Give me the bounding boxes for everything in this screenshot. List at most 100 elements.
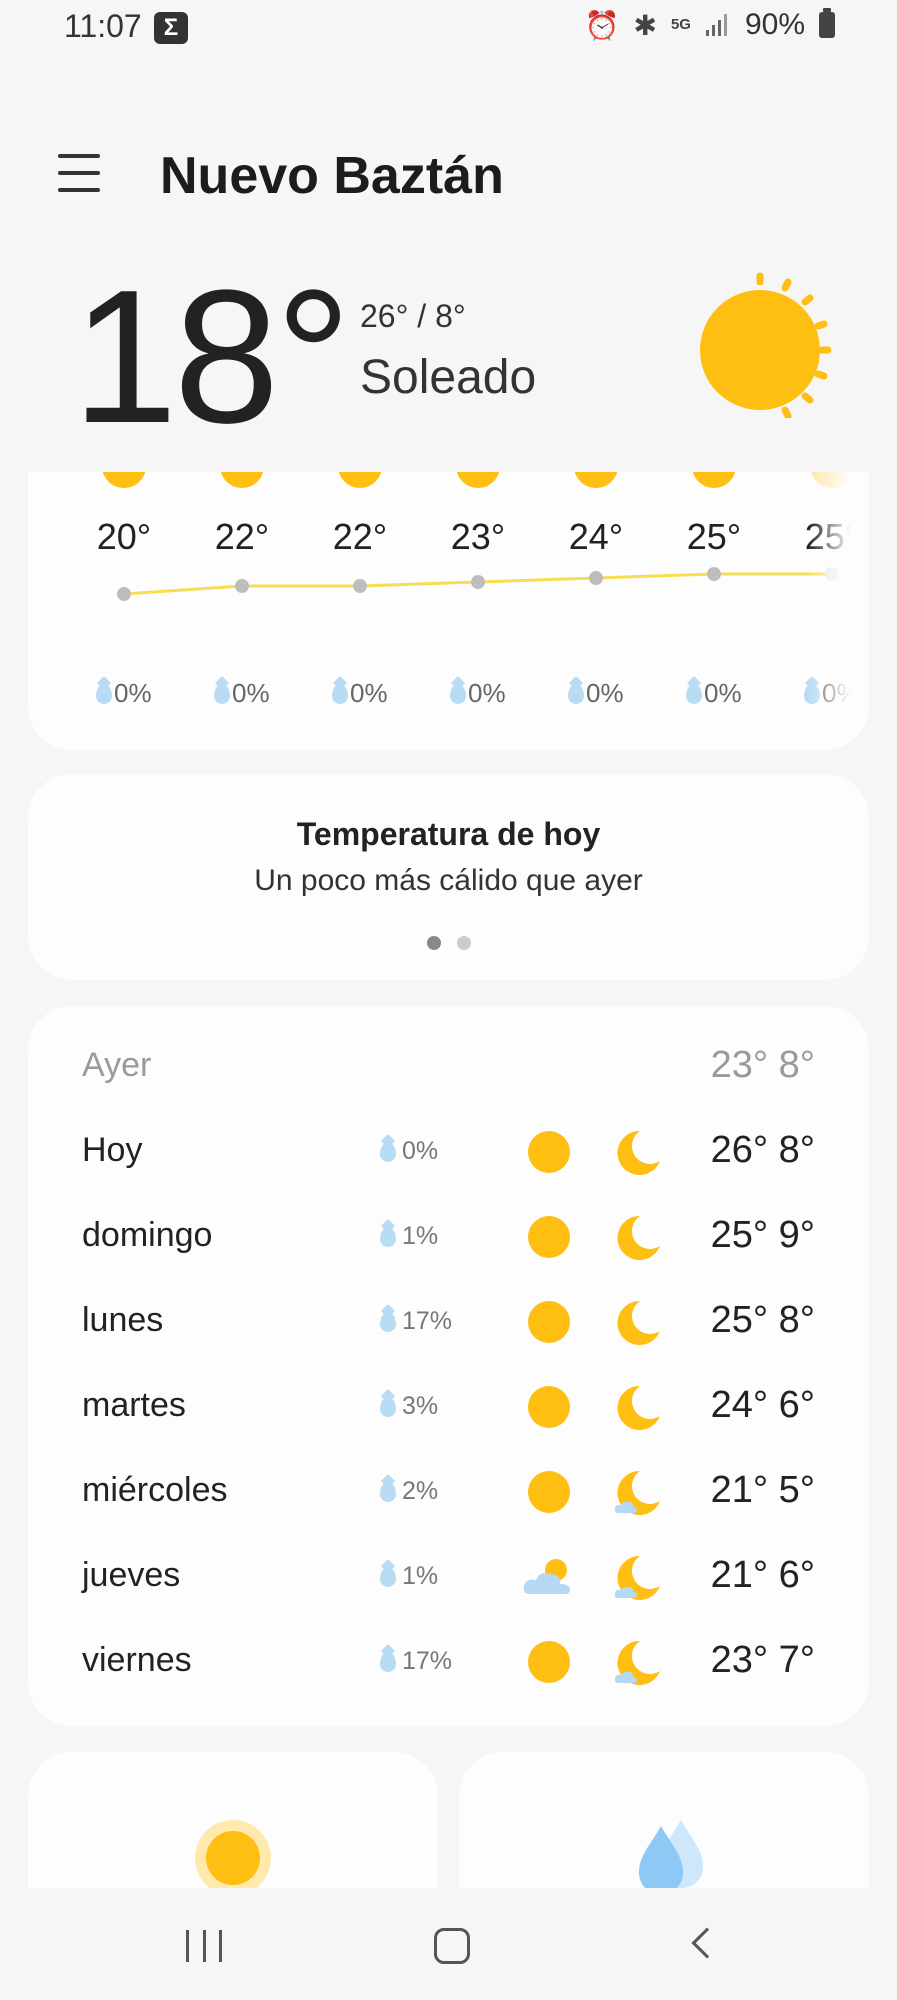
hourly-point	[235, 579, 249, 593]
daily-high-low: 25° 9°	[710, 1214, 815, 1256]
sun-icon	[526, 1129, 572, 1175]
bluetooth-icon: ✱	[633, 9, 657, 41]
daily-rain-chance: 17%	[380, 1647, 452, 1676]
daily-row-yesterday[interactable]: Ayer 23° 8°	[28, 1038, 869, 1098]
daily-row[interactable]: martes 3% 24° 6°	[28, 1378, 869, 1438]
today-temperature-card[interactable]: Temperatura de hoy Un poco más cálido qu…	[28, 774, 869, 980]
raindrop-icon	[380, 1566, 396, 1587]
signal-icon	[705, 14, 727, 36]
page-indicator	[28, 936, 869, 950]
raindrop-icon	[380, 1141, 396, 1162]
daily-rain-chance: 0%	[380, 1137, 438, 1166]
sun-icon	[700, 272, 832, 418]
hourly-rain-chance: 0%	[332, 678, 388, 709]
hourly-temp-label: 22°	[214, 516, 270, 557]
city-name: Nuevo Baztán	[160, 147, 504, 205]
moon-icon	[614, 1127, 664, 1177]
battery-percent: 90%	[744, 8, 805, 41]
current-temperature: 18°	[72, 251, 351, 463]
moon-icon	[614, 1212, 664, 1262]
moon-cloud-icon	[614, 1467, 664, 1517]
day-name: Hoy	[82, 1131, 143, 1169]
status-time: 11:07	[64, 8, 142, 44]
raindrop-icon	[380, 1226, 396, 1247]
hourly-sun-icon	[692, 472, 736, 488]
status-bar: 11:07 Σ ⏰ ✱ 5G 90%	[0, 0, 897, 56]
raindrop-icon	[380, 1311, 396, 1332]
hourly-rain-chance: 0%	[450, 678, 506, 709]
hourly-temp-label: 20°	[96, 516, 152, 557]
sun-cloud-icon	[520, 1554, 576, 1600]
sigma-icon: Σ	[154, 12, 188, 44]
navigation-bar	[0, 1888, 897, 2000]
moon-cloud-icon	[614, 1552, 664, 1602]
daily-row[interactable]: lunes 17% 25° 8°	[28, 1293, 869, 1353]
sun-icon	[526, 1639, 572, 1685]
hourly-point	[471, 575, 485, 589]
daily-high-low: 23° 7°	[710, 1639, 815, 1681]
menu-icon[interactable]	[58, 154, 100, 192]
daily-high-low: 24° 6°	[710, 1384, 815, 1426]
moon-icon	[614, 1297, 664, 1347]
current-condition: Soleado	[360, 351, 537, 404]
hourly-point	[117, 587, 131, 601]
hourly-rain-chance: 0%	[568, 678, 624, 709]
status-icons: ⏰ ✱ 5G 90%	[585, 8, 835, 42]
hourly-temp-label: 24°	[568, 516, 624, 557]
hourly-temp-label: 25°	[686, 516, 742, 557]
raindrop-icon	[380, 1396, 396, 1417]
today-card-title: Temperatura de hoy	[296, 816, 601, 852]
hourly-rain-chance: 0%	[686, 678, 742, 709]
day-name: domingo	[82, 1216, 213, 1254]
page-dot	[456, 936, 471, 950]
day-name: miércoles	[82, 1471, 228, 1509]
raindrop-icon	[214, 683, 230, 704]
daily-high-low: 25° 8°	[710, 1299, 815, 1341]
raindrop-icon	[380, 1651, 396, 1672]
sun-icon	[526, 1469, 572, 1515]
scroll-fade	[808, 472, 869, 750]
hourly-sun-icon	[574, 472, 618, 488]
day-name: lunes	[82, 1301, 164, 1339]
sun-icon	[526, 1299, 572, 1345]
daily-high-low: 23° 8°	[710, 1044, 815, 1086]
daily-high-low: 21° 6°	[710, 1554, 815, 1596]
daily-rain-chance: 2%	[380, 1477, 438, 1506]
daily-row[interactable]: Hoy 0% 26° 8°	[28, 1123, 869, 1183]
hourly-rain-chance: 0%	[96, 678, 152, 709]
daily-forecast-card[interactable]: Ayer 23° 8° Hoy 0% 26° 8° domingo 1% 25° 9° lune…	[28, 1006, 869, 1726]
day-name: jueves	[82, 1556, 181, 1594]
moon-cloud-icon	[614, 1637, 664, 1687]
hourly-sun-icon	[456, 472, 500, 488]
hourly-point	[589, 571, 603, 585]
daily-high-low: 21° 5°	[710, 1469, 815, 1511]
daily-rain-chance: 1%	[380, 1222, 438, 1251]
hourly-sun-icon	[338, 472, 382, 488]
daily-row[interactable]: jueves 1% 21° 6°	[28, 1548, 869, 1608]
raindrop-icon	[332, 683, 348, 704]
daily-rain-chance: 3%	[380, 1392, 438, 1421]
sun-icon	[526, 1384, 572, 1430]
5g-icon: 5G	[670, 16, 691, 33]
water-drops-icon	[639, 1820, 703, 1894]
daily-high-low: 26° 8°	[710, 1129, 815, 1171]
hourly-temp-label: 22°	[332, 516, 388, 557]
raindrop-icon	[96, 683, 112, 704]
sun-icon	[526, 1214, 572, 1260]
today-card-subtitle: Un poco más cálido que ayer	[254, 864, 643, 897]
daily-row[interactable]: miércoles 2% 21° 5°	[28, 1463, 869, 1523]
hourly-temp-label: 23°	[450, 516, 506, 557]
home-button[interactable]	[434, 1928, 470, 1964]
alarm-icon: ⏰	[584, 9, 620, 41]
battery-icon	[819, 8, 835, 38]
recent-apps-button[interactable]	[186, 1930, 222, 1962]
raindrop-icon	[450, 683, 466, 704]
daily-row[interactable]: viernes 17% 23° 7°	[28, 1633, 869, 1693]
back-button[interactable]	[691, 1927, 723, 1959]
hourly-forecast-card[interactable]: 20°22°22°23°24°25°25° 0%0%0%0%0%0%0%	[28, 472, 869, 750]
day-name: Ayer	[82, 1046, 152, 1084]
sun-icon	[195, 1820, 271, 1896]
hourly-point	[707, 567, 721, 581]
daily-row[interactable]: domingo 1% 25° 9°	[28, 1208, 869, 1268]
hourly-point	[353, 579, 367, 593]
